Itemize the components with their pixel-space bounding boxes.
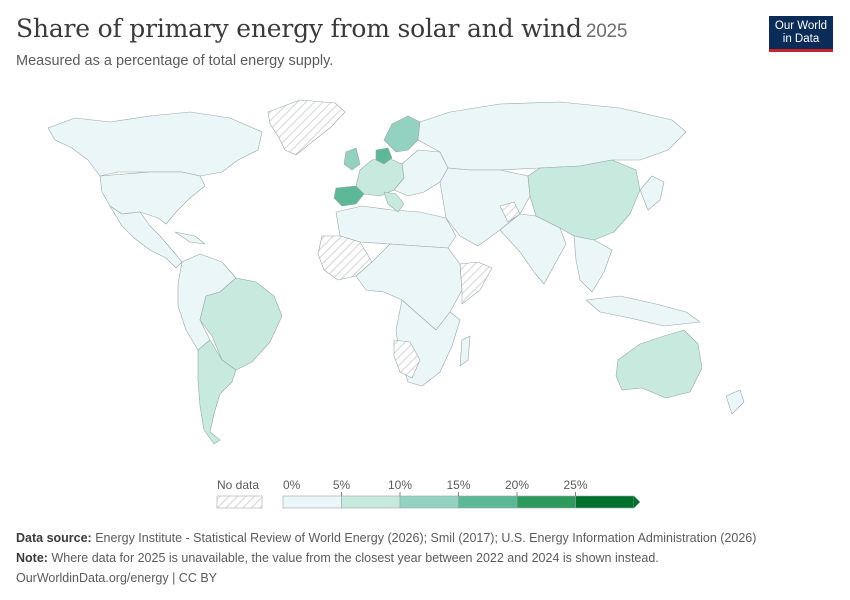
title-text: Share of primary energy from solar and w… bbox=[16, 14, 582, 43]
region-usa[interactable] bbox=[99, 171, 206, 225]
chart-header: Share of primary energy from solar and w… bbox=[16, 14, 730, 69]
chart-title: Share of primary energy from solar and w… bbox=[16, 14, 730, 43]
source-label: Data source: bbox=[16, 531, 92, 545]
world-map bbox=[47, 99, 745, 445]
region-greenland[interactable] bbox=[267, 99, 346, 156]
region-angola-no-data[interactable] bbox=[393, 339, 421, 379]
chart-subtitle: Measured as a percentage of total energy… bbox=[16, 53, 334, 69]
legend-tick-label: 15% bbox=[446, 478, 470, 492]
legend-tick-label: 25% bbox=[563, 478, 587, 492]
legend-tick-label: 5% bbox=[333, 478, 351, 492]
note-text: Where data for 2025 is unavailable, the … bbox=[51, 551, 659, 565]
chart-footer: Data source: Energy Institute - Statisti… bbox=[16, 528, 834, 588]
region-north-america-north[interactable] bbox=[47, 111, 263, 177]
region-russia[interactable] bbox=[417, 101, 687, 171]
source-link[interactable]: OurWorldinData.org/energy | CC BY bbox=[16, 571, 218, 585]
legend-swatch[interactable] bbox=[341, 495, 401, 509]
legend-bins: 0% 5% 10% 15% 20% 25% bbox=[282, 478, 640, 509]
legend-no-data-swatch bbox=[216, 495, 263, 509]
region-horn-of-africa-no-data[interactable] bbox=[459, 261, 493, 305]
map-legend: No data 0% 5% 10% 15% 20% 25% bbox=[0, 470, 850, 515]
legend-swatch[interactable] bbox=[458, 495, 518, 509]
note-label: Note: bbox=[16, 551, 48, 565]
region-madagascar[interactable] bbox=[459, 335, 471, 367]
legend-tick-label: 0% bbox=[283, 478, 301, 492]
region-uk-ireland[interactable] bbox=[343, 147, 361, 171]
legend-tick-label: 20% bbox=[505, 478, 529, 492]
owid-logo[interactable]: Our World in Data bbox=[769, 16, 833, 52]
region-southern-cone[interactable] bbox=[197, 339, 237, 445]
logo-line-2: in Data bbox=[782, 32, 820, 45]
region-east-asia-islands[interactable] bbox=[639, 175, 665, 211]
region-new-zealand[interactable] bbox=[725, 389, 745, 415]
region-australia[interactable] bbox=[615, 329, 703, 399]
legend-swatch[interactable] bbox=[575, 495, 635, 509]
title-year: 2025 bbox=[585, 21, 628, 42]
region-central-africa[interactable] bbox=[355, 243, 463, 331]
legend-no-data-label: No data bbox=[217, 478, 259, 492]
region-china[interactable] bbox=[527, 159, 641, 241]
region-southeast-asia[interactable] bbox=[573, 235, 613, 293]
region-germany-denmark[interactable] bbox=[375, 147, 393, 165]
legend-swatch[interactable] bbox=[282, 495, 342, 509]
legend-open-end-arrow bbox=[634, 496, 640, 508]
logo-line-1: Our World bbox=[774, 20, 828, 32]
legend-swatch[interactable] bbox=[516, 495, 576, 509]
region-eastern-europe[interactable] bbox=[393, 149, 449, 197]
source-text: Energy Institute - Statistical Review of… bbox=[95, 531, 757, 545]
region-scandinavia[interactable] bbox=[383, 115, 421, 153]
source-line: Data source: Energy Institute - Statisti… bbox=[16, 528, 834, 548]
region-caribbean[interactable] bbox=[174, 231, 206, 245]
region-italy-balkans[interactable] bbox=[383, 191, 405, 213]
legend-swatch[interactable] bbox=[399, 495, 459, 509]
note-line: Note: Where data for 2025 is unavailable… bbox=[16, 548, 834, 568]
region-indonesia[interactable] bbox=[585, 295, 701, 327]
region-brazil[interactable] bbox=[199, 277, 283, 371]
region-middle-east-central-asia[interactable] bbox=[439, 167, 531, 247]
legend-tick-label: 10% bbox=[388, 478, 412, 492]
region-south-asia[interactable] bbox=[499, 213, 567, 285]
